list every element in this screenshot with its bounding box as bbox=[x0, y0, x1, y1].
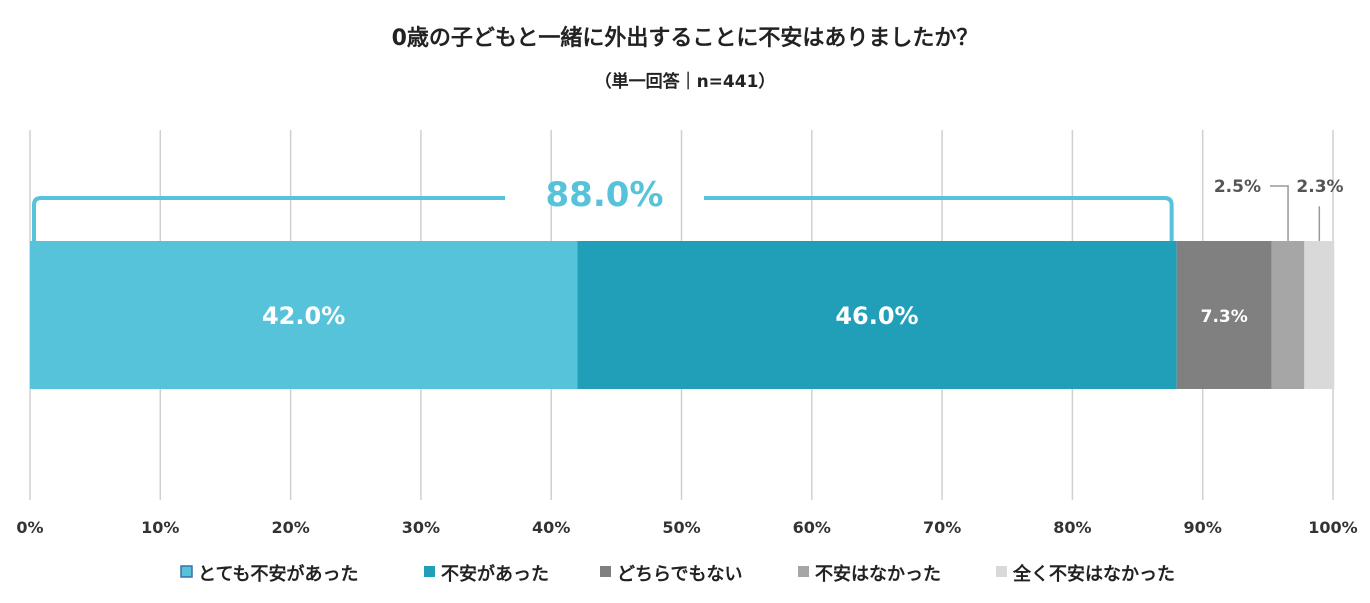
bracket-line bbox=[704, 196, 1174, 241]
callout-leader bbox=[1270, 185, 1289, 241]
x-tick-label: 10% bbox=[141, 518, 179, 537]
bracket-label: 88.0% bbox=[546, 175, 664, 215]
bar-segment bbox=[1176, 241, 1272, 389]
x-tick-label: 50% bbox=[662, 518, 700, 537]
callout-label: 2.3% bbox=[1296, 177, 1343, 197]
legend-label: とても不安があった bbox=[198, 563, 359, 585]
legend-swatch bbox=[798, 566, 809, 577]
x-axis-ticks: 0% 10% 20% 30% 40% 50% 60% 70% 80% 90% 100% bbox=[16, 518, 1357, 537]
legend: とても不安があった 不安があった どちらでもない 不安はなかった 全く不安はなかった bbox=[180, 563, 1175, 585]
x-tick-label: 90% bbox=[1184, 518, 1222, 537]
data-label: 7.3% bbox=[1201, 307, 1248, 327]
x-tick-label: 100% bbox=[1308, 518, 1357, 537]
bar-segments bbox=[30, 241, 1335, 389]
data-label: 42.0% bbox=[262, 302, 345, 330]
bracket-line bbox=[32, 196, 505, 241]
legend-label: 不安はなかった bbox=[815, 563, 941, 585]
x-tick-label: 60% bbox=[793, 518, 831, 537]
legend-swatch bbox=[600, 566, 611, 577]
total-bracket: 88.0% bbox=[32, 175, 1174, 241]
x-tick-label: 30% bbox=[402, 518, 440, 537]
bar-segment bbox=[1271, 241, 1305, 389]
legend-label: 不安があった bbox=[441, 563, 549, 585]
legend-swatch bbox=[996, 566, 1007, 577]
chart-subtitle: （単一回答｜n=441） bbox=[595, 71, 776, 92]
bar-segment bbox=[30, 241, 578, 389]
bar-segment bbox=[577, 241, 1177, 389]
x-tick-label: 20% bbox=[271, 518, 309, 537]
x-tick-label: 70% bbox=[923, 518, 961, 537]
legend-swatch bbox=[180, 565, 193, 578]
callout-label: 2.5% bbox=[1214, 177, 1261, 197]
data-labels: 42.0% 46.0% 7.3% 2.5% 2.3% bbox=[262, 177, 1344, 330]
x-tick-label: 0% bbox=[16, 518, 43, 537]
legend-swatch bbox=[424, 566, 435, 577]
data-label: 46.0% bbox=[835, 302, 918, 330]
legend-label: どちらでもない bbox=[617, 564, 742, 585]
bar-segment bbox=[1304, 241, 1335, 389]
x-tick-label: 80% bbox=[1053, 518, 1091, 537]
x-tick-label: 40% bbox=[532, 518, 570, 537]
legend-label: 全く不安はなかった bbox=[1012, 563, 1175, 585]
callout-leader bbox=[1318, 206, 1321, 241]
chart-title: 0歳の子どもと一緒に外出することに不安はありましたか？ bbox=[392, 25, 979, 51]
